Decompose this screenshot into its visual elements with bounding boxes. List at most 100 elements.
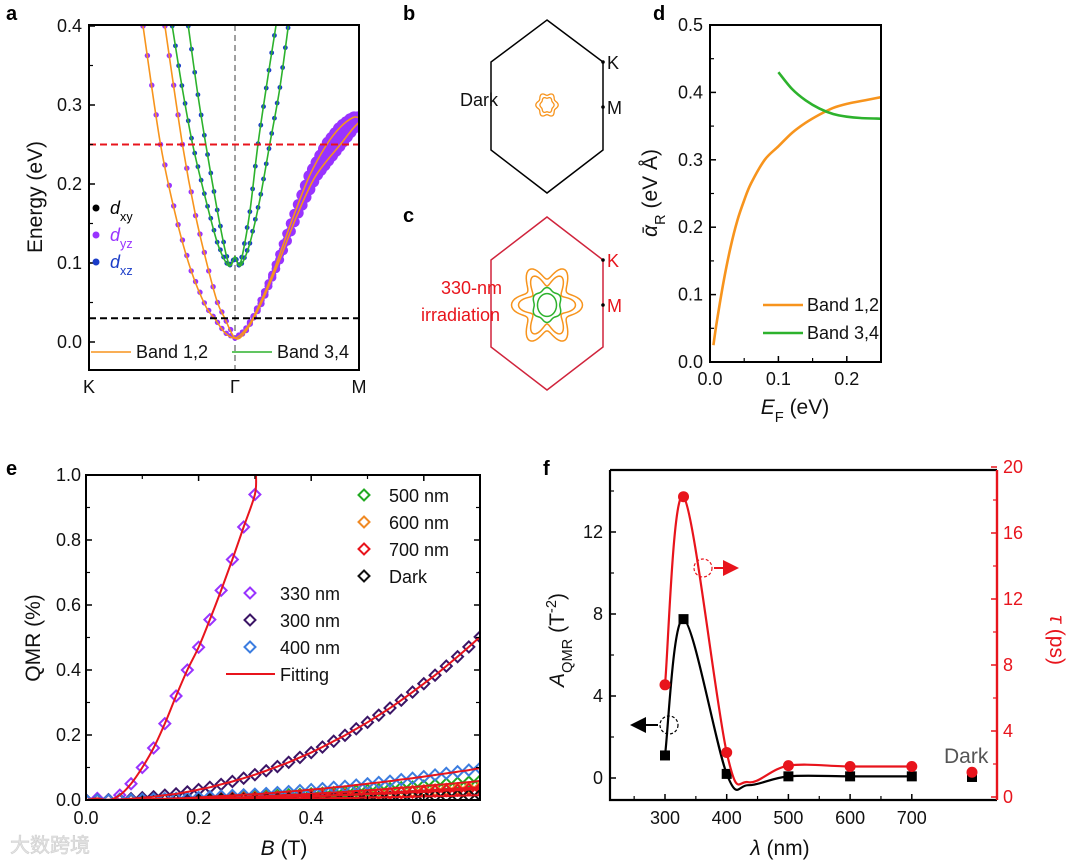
legend-label-dxz-main: d [110, 252, 121, 272]
k-point-marker [601, 258, 605, 262]
legend-label-dyz: dyz [110, 225, 133, 251]
legend-label-dxy-main: d [110, 198, 121, 218]
legend-marker [243, 613, 257, 627]
x-tick-label: 0.4 [299, 808, 324, 828]
y-right-axis-title-main: τ [1045, 615, 1068, 624]
data-point-400-nm [405, 771, 420, 786]
m-point-marker [601, 105, 605, 109]
y-right-tick-label: 4 [1003, 721, 1013, 741]
fermi-contour-dark [535, 93, 559, 117]
x-axis-title-sub: F [775, 410, 784, 426]
x-tick-label: 0.2 [186, 808, 211, 828]
data-point-tau [966, 766, 978, 778]
data-point-330-nm [202, 612, 217, 627]
panel-e-qmr-vs-field: 0.0 0.2 0.4 0.6 0.8 1.0 0.0 0.2 0.4 0.6 B (T) QMR (… [22, 465, 481, 860]
data-point-aqmr [660, 750, 670, 761]
contour-band1-outer [510, 268, 584, 342]
legend-label: Band 1,2 [807, 295, 879, 315]
legend-label-dyz-main: d [110, 225, 121, 245]
x-axis-title-main: E [761, 396, 776, 419]
x-tick-label: 0.6 [411, 808, 436, 828]
legend-label: Dark [389, 567, 428, 587]
x-axis-title: EF (eV) [761, 396, 830, 426]
y-tick-label: 0.0 [57, 332, 82, 352]
y-right-tick-label: 20 [1003, 457, 1023, 477]
data-point-Dark [416, 789, 431, 800]
legend-dot-dxy [92, 204, 100, 212]
legend-label-dxy-sub: xy [120, 210, 133, 224]
m-point-label: M [607, 98, 622, 118]
y-tick-label: 0.2 [57, 174, 82, 194]
fit-curve-Dark [86, 794, 480, 800]
y-tick-label: 0.8 [56, 530, 81, 550]
legend-marker [243, 640, 257, 654]
y-left-tick-label: 4 [593, 686, 603, 706]
x-tick-label: 0.0 [73, 808, 98, 828]
legend-label-dxz-sub: xz [120, 264, 133, 278]
dark-label: Dark [944, 745, 989, 768]
x-tick-label: 0.0 [697, 369, 722, 389]
data-point-aqmr [845, 771, 856, 782]
legend-label: 330 nm [280, 584, 340, 604]
data-point-aqmr [678, 614, 689, 625]
panel-label-b: b [403, 3, 415, 25]
y-right-axis-title: τ (ps) [1045, 615, 1068, 665]
k-point-marker [601, 60, 605, 64]
data-point-tau [906, 760, 918, 772]
panel-f-aqmr-tau-vs-wavelength: 0 4 8 12 0 4 8 12 16 20 300 400 500 600 700 Dark λ (nm) A… [544, 457, 1068, 860]
data-point-500-nm [473, 774, 480, 788]
y-axis-title-main: ᾱ [639, 224, 662, 237]
m-point-marker [601, 303, 605, 307]
y-axis-title: QMR (%) [22, 594, 45, 682]
y-axis-title: Energy (eV) [24, 141, 47, 253]
data-point-tau [678, 491, 690, 503]
data-point-330-nm [169, 689, 183, 703]
y-right-tick-label: 0 [1003, 787, 1013, 807]
band-curve-band-1 [142, 25, 359, 339]
x-tick-label: 400 [712, 808, 742, 828]
data-point-330-nm [157, 716, 172, 731]
legend-marker [243, 586, 257, 600]
data-point-Dark [383, 790, 397, 800]
panel-label-c: c [403, 205, 414, 227]
orbital-weight-dot [351, 117, 359, 130]
y-tick-label: 0.0 [56, 790, 81, 810]
dark-label: Dark [460, 90, 499, 110]
legend-marker [357, 515, 371, 529]
data-point-330-nm [180, 663, 195, 677]
data-point-Dark [360, 790, 375, 800]
data-point-600-nm [473, 780, 480, 795]
data-point-600-nm [461, 781, 476, 795]
y-tick-label: 0.0 [678, 352, 703, 372]
data-point-300-nm [461, 640, 476, 654]
x-axis-title-main: λ [749, 837, 760, 860]
y-right-axis-title-rest: (ps) [1045, 623, 1068, 665]
data-point-tau [721, 746, 733, 758]
data-point-400-nm [86, 793, 93, 800]
data-point-Dark [428, 789, 442, 800]
x-tick-label-M: M [352, 377, 367, 397]
curve-tau [663, 495, 912, 786]
x-tick-label-K: K [83, 377, 95, 397]
data-point-330-nm [191, 640, 206, 655]
data-point-tau [844, 760, 856, 772]
data-point-Dark [405, 789, 420, 800]
data-point-400-nm [450, 764, 465, 779]
y-left-axis-title-main: A [546, 673, 569, 689]
panel-label-f: f [543, 458, 550, 480]
data-point-400-nm [416, 769, 431, 784]
legend-marker [357, 488, 371, 502]
data-point-tau [782, 760, 794, 772]
plot-area [712, 71, 881, 346]
data-point-400-nm [473, 761, 480, 775]
y-left-tick-label: 8 [593, 604, 603, 624]
m-point-label: M [607, 296, 622, 316]
legend-dot-dxz [92, 258, 100, 266]
x-axis-title-rest: (T) [275, 837, 308, 860]
y-left-axis-title: AQMR (T-2) [544, 593, 576, 689]
y-tick-label: 0.1 [678, 285, 703, 305]
legend-label: 700 nm [389, 540, 449, 560]
y-tick-label: 0.6 [56, 595, 81, 615]
